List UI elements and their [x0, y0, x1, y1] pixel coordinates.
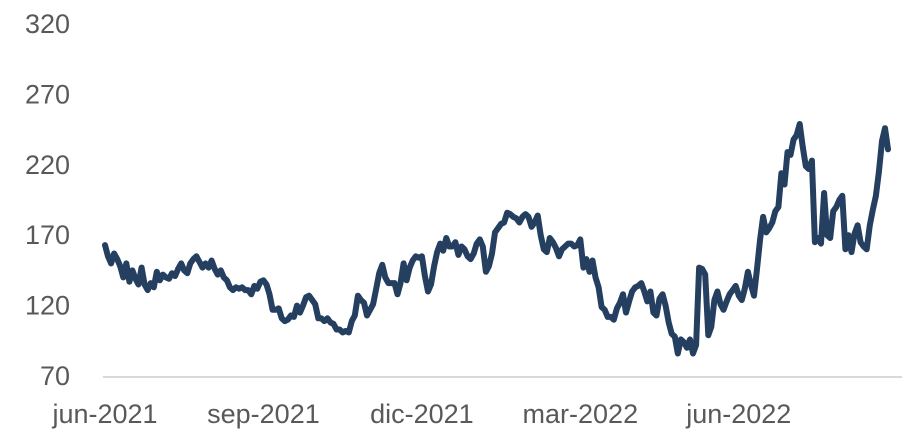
y-tick-label: 320 — [25, 9, 70, 39]
x-tick-label: jun-2021 — [51, 399, 157, 429]
y-tick-label: 120 — [25, 291, 70, 321]
series-line — [102, 121, 891, 357]
x-axis-tick-labels: jun-2021 sep-2021 dic-2021 mar-2022 jun-2022 — [51, 399, 791, 429]
y-axis-tick-labels: 70 120 170 220 270 320 — [25, 9, 70, 391]
x-tick-label: mar-2022 — [523, 399, 639, 429]
y-tick-label: 270 — [25, 79, 70, 109]
y-tick-label: 70 — [40, 361, 70, 391]
y-tick-label: 170 — [25, 220, 70, 250]
x-tick-label: sep-2021 — [207, 399, 320, 429]
x-tick-label: dic-2021 — [370, 399, 474, 429]
x-tick-label: jun-2022 — [685, 399, 791, 429]
y-tick-label: 220 — [25, 150, 70, 180]
